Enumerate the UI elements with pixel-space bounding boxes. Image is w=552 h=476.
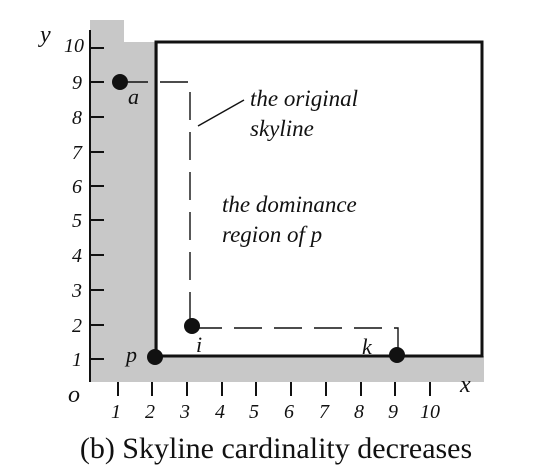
y-tick-label-1: 1: [72, 349, 82, 371]
point-label-a: a: [128, 84, 139, 109]
x-ticks: [117, 382, 431, 396]
point-label-i: i: [196, 332, 202, 357]
y-tick-label-6: 6: [72, 176, 82, 198]
point-k: [389, 347, 405, 363]
x-tick-label-8: 8: [354, 401, 364, 423]
x-tick-label-3: 3: [179, 401, 190, 423]
y-tick-label-8: 8: [72, 107, 82, 129]
y-tick-label-10: 10: [64, 35, 84, 57]
x-axis-label: x: [459, 372, 471, 398]
x-tick-label-9: 9: [388, 401, 398, 423]
dominance-region-box: [154, 40, 484, 358]
y-axis-label: y: [38, 22, 51, 48]
x-tick-label-2: 2: [145, 401, 155, 423]
y-tick-label-2: 2: [72, 315, 82, 337]
original-skyline-line: [120, 81, 399, 356]
shaded-region: [90, 20, 484, 382]
x-tick-label-10: 10: [420, 401, 440, 423]
dominance-annotation-line-1: the dominance: [222, 192, 357, 217]
y-tick-label-7: 7: [72, 142, 83, 164]
origin-label: o: [68, 382, 80, 408]
y-tick-label-9: 9: [72, 72, 82, 94]
x-tick-label-1: 1: [111, 401, 121, 423]
point-p: [147, 349, 163, 365]
x-tick-label-4: 4: [215, 401, 225, 423]
dominance-annotation-line-2: region of p: [222, 222, 322, 247]
x-tick-label-5: 5: [249, 401, 259, 423]
y-ticks: [90, 47, 104, 360]
y-tick-label-4: 4: [72, 245, 82, 267]
point-label-k: k: [362, 334, 373, 359]
x-tick-label-6: 6: [284, 401, 294, 423]
point-a: [112, 74, 128, 90]
skyline-annotation-line-1: the original: [250, 86, 358, 111]
y-tick-label-5: 5: [72, 210, 82, 232]
skyline-pointer-line: [197, 99, 245, 127]
point-label-p: p: [124, 342, 137, 367]
x-tick-label-7: 7: [319, 401, 330, 423]
skyline-annotation-line-2: skyline: [250, 116, 314, 141]
y-tick-label-3: 3: [71, 280, 82, 302]
figure-caption: (b) Skyline cardinality decreases: [80, 432, 472, 465]
point-i: [184, 318, 200, 334]
